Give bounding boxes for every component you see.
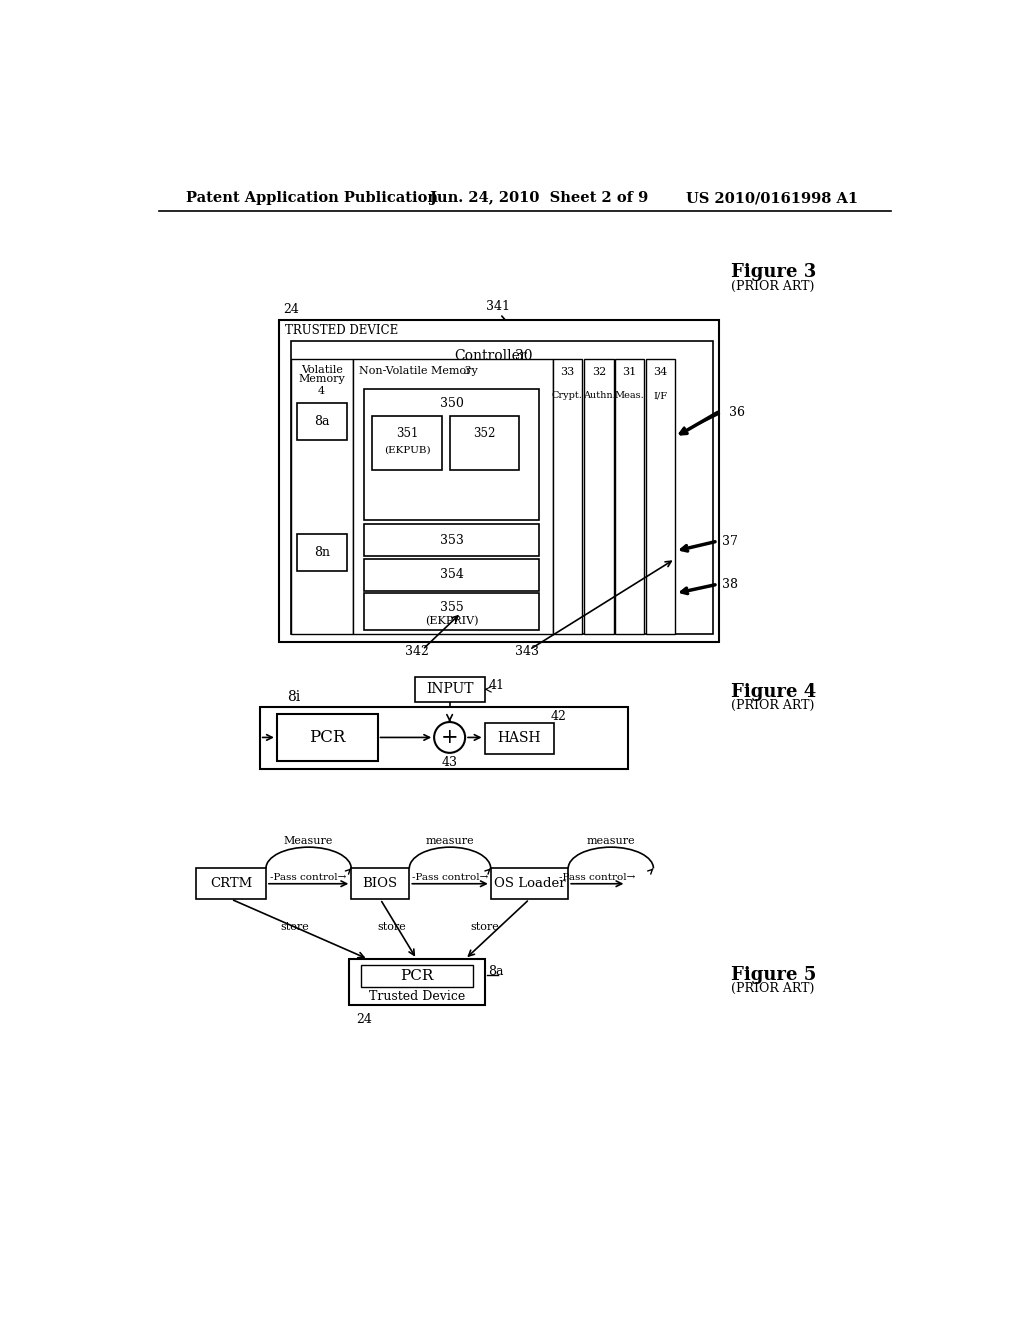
Text: US 2010/0161998 A1: US 2010/0161998 A1 [686,191,858,206]
FancyBboxPatch shape [484,723,554,754]
Text: 3: 3 [464,366,471,376]
Text: CRTM: CRTM [210,878,252,890]
Text: PCR: PCR [309,729,345,746]
Text: -Pass control→: -Pass control→ [270,873,347,882]
Text: 37: 37 [722,535,737,548]
FancyBboxPatch shape [197,869,266,899]
Text: 342: 342 [406,644,429,657]
FancyBboxPatch shape [260,708,628,770]
Text: 38: 38 [722,578,737,591]
FancyBboxPatch shape [450,416,519,470]
Text: (PRIOR ART): (PRIOR ART) [731,982,814,995]
FancyBboxPatch shape [646,359,675,635]
Text: Non-Volatile Memory: Non-Volatile Memory [359,366,481,376]
Text: Figure 3: Figure 3 [731,264,816,281]
Text: (EKPRIV): (EKPRIV) [425,616,478,626]
FancyBboxPatch shape [365,389,539,520]
Text: +: + [440,727,459,747]
FancyBboxPatch shape [297,404,346,441]
Text: Figure 5: Figure 5 [731,966,816,983]
Text: 32: 32 [592,367,606,376]
Text: HASH: HASH [498,731,541,746]
Text: 8a: 8a [314,416,330,428]
Text: 8i: 8i [287,690,300,705]
Text: Figure 4: Figure 4 [731,682,816,701]
FancyBboxPatch shape [349,960,484,1006]
FancyBboxPatch shape [365,524,539,557]
Text: store: store [470,921,499,932]
FancyBboxPatch shape [351,869,410,899]
Text: store: store [281,921,309,932]
FancyBboxPatch shape [415,677,484,702]
Circle shape [434,722,465,752]
Text: Crypt.: Crypt. [552,391,583,400]
Text: BIOS: BIOS [362,878,398,890]
FancyBboxPatch shape [291,359,352,635]
Text: 43: 43 [441,755,458,768]
Text: 355: 355 [439,601,464,614]
Text: 353: 353 [439,533,464,546]
Text: Controller: Controller [454,350,526,363]
Text: 8n: 8n [313,546,330,560]
FancyBboxPatch shape [297,535,346,572]
Text: 34: 34 [653,367,668,376]
Text: 30: 30 [515,350,532,363]
Text: Trusted Device: Trusted Device [369,990,465,1003]
FancyBboxPatch shape [280,321,719,642]
Text: store: store [377,921,406,932]
Text: Volatile: Volatile [301,366,343,375]
Text: PCR: PCR [400,969,433,983]
Text: 31: 31 [623,367,637,376]
Text: 341: 341 [486,300,510,313]
FancyBboxPatch shape [365,558,539,591]
FancyBboxPatch shape [365,594,539,631]
Text: 350: 350 [439,397,464,409]
Text: 351: 351 [396,426,418,440]
FancyBboxPatch shape [276,714,378,762]
Text: 24: 24 [356,1012,373,1026]
Text: 41: 41 [488,678,505,692]
FancyBboxPatch shape [490,869,568,899]
Text: 352: 352 [473,426,496,440]
FancyBboxPatch shape [372,416,442,470]
FancyBboxPatch shape [291,341,713,635]
Text: 8a: 8a [488,965,504,978]
Text: Memory: Memory [298,375,345,384]
Text: 33: 33 [560,367,574,376]
Text: Jun. 24, 2010  Sheet 2 of 9: Jun. 24, 2010 Sheet 2 of 9 [430,191,648,206]
FancyBboxPatch shape [585,359,614,635]
Text: Meas.: Meas. [614,391,644,400]
Text: -Pass control→: -Pass control→ [412,873,488,882]
FancyBboxPatch shape [553,359,583,635]
FancyBboxPatch shape [614,359,644,635]
Text: INPUT: INPUT [426,682,473,697]
Text: measure: measure [587,836,635,846]
Text: 42: 42 [550,710,566,723]
Text: (PRIOR ART): (PRIOR ART) [731,700,814,713]
Text: Patent Application Publication: Patent Application Publication [186,191,438,206]
Text: Authn.: Authn. [583,391,615,400]
Text: Measure: Measure [284,836,333,846]
Text: OS Loader: OS Loader [494,878,565,890]
FancyBboxPatch shape [352,359,553,635]
Text: 343: 343 [515,644,540,657]
FancyBboxPatch shape [360,965,473,987]
Text: measure: measure [426,836,474,846]
Text: 36: 36 [729,407,745,418]
Text: (PRIOR ART): (PRIOR ART) [731,280,814,293]
Text: (EKPUB): (EKPUB) [384,446,430,454]
Text: -Pass control→: -Pass control→ [559,873,636,882]
Text: 4: 4 [318,385,326,396]
Text: TRUSTED DEVICE: TRUSTED DEVICE [286,325,398,338]
Text: 24: 24 [283,302,299,315]
Text: I/F: I/F [653,391,668,400]
Text: 354: 354 [439,569,464,582]
